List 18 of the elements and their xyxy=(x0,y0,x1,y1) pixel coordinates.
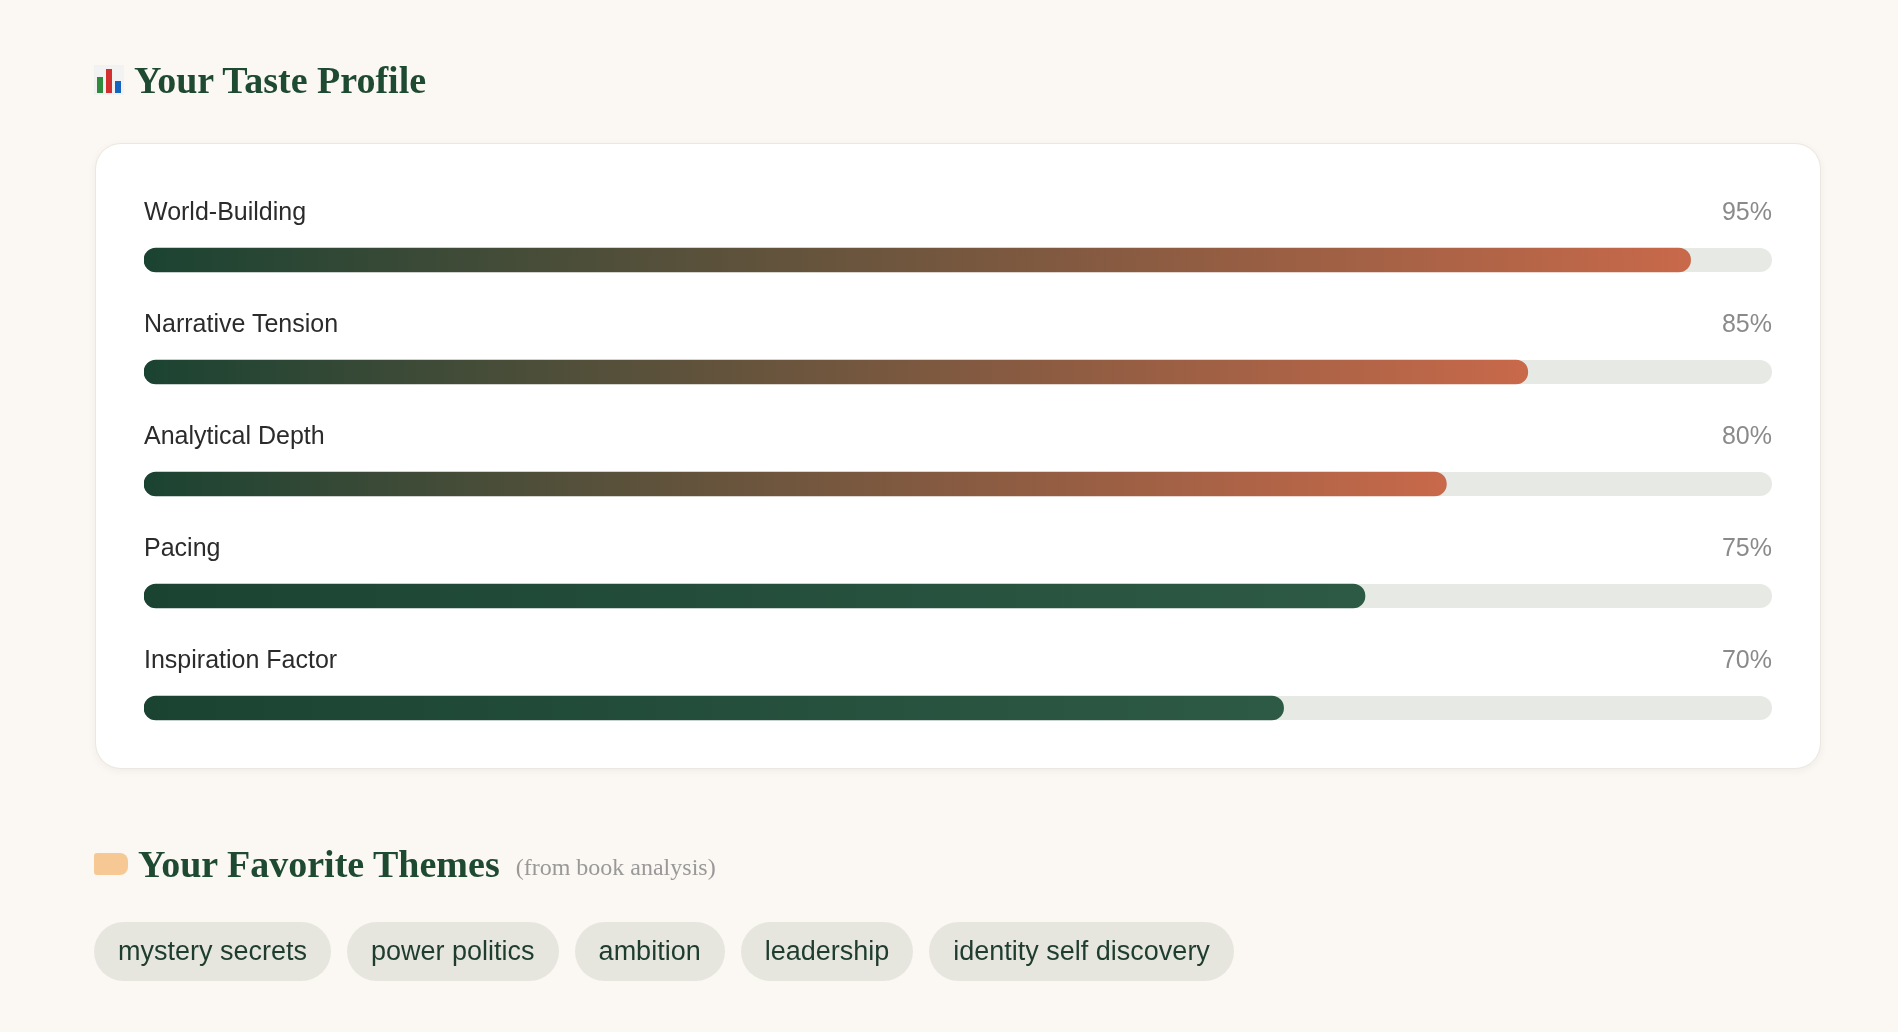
text: mystery secrets xyxy=(94,922,332,981)
data-label: 70% xyxy=(1721,644,1772,673)
chart-title: Your Taste Profile xyxy=(134,58,427,102)
data-label: 95% xyxy=(1721,196,1772,225)
text: Your Favorite Themes xyxy=(138,842,500,886)
text: identity self discovery xyxy=(929,922,1234,981)
data-label: 85% xyxy=(1721,308,1772,337)
text: (from book analysis) xyxy=(515,853,716,881)
text: leadership xyxy=(740,922,914,981)
category-label: Inspiration Factor xyxy=(144,644,338,673)
data-label: 80% xyxy=(1721,420,1772,449)
category-label: Pacing xyxy=(144,532,221,561)
category-label: Narrative Tension xyxy=(144,308,339,337)
category-label: Analytical Depth xyxy=(144,420,325,449)
data-label: 75% xyxy=(1721,532,1772,561)
text: ambition xyxy=(574,922,725,981)
category-label: World-Building xyxy=(144,196,307,225)
text: power politics xyxy=(347,922,559,981)
